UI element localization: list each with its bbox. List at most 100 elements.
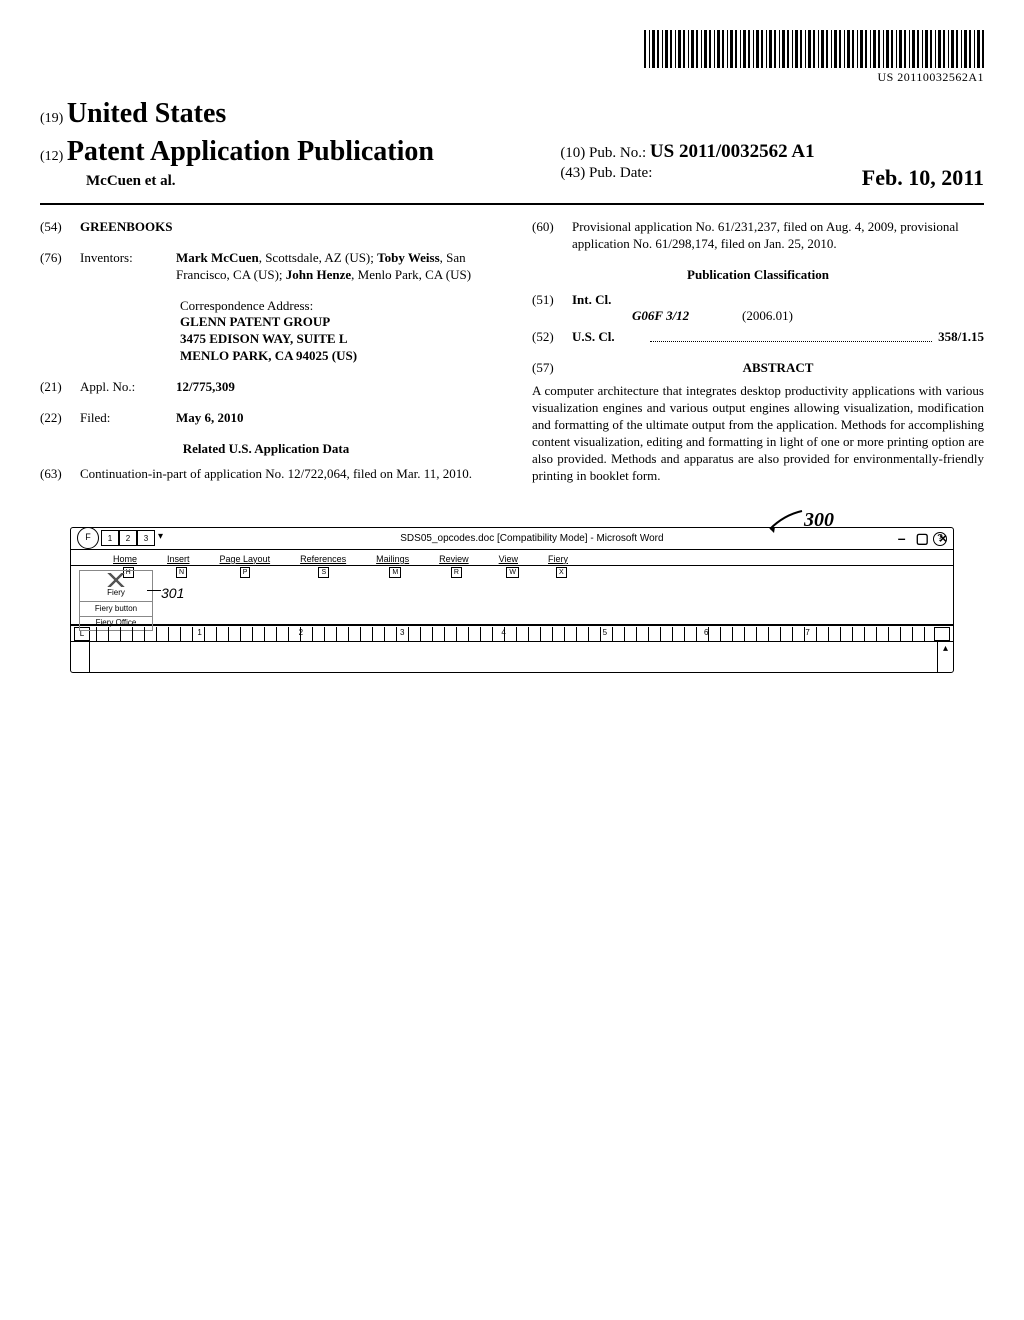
v-ruler[interactable] [74, 642, 90, 672]
field-label: Appl. No.: [80, 379, 176, 396]
qat-key: 2 [126, 534, 130, 544]
provisional-text: Provisional application No. 61/231,237, … [572, 219, 984, 253]
title: GREENBOOKS [80, 219, 492, 236]
dot-leader [650, 325, 932, 342]
ribbon-tab[interactable]: HomeH [113, 554, 137, 566]
qat-key: 3 [144, 534, 148, 544]
ribbon-tab[interactable]: ReviewR [439, 554, 469, 566]
rule-top [40, 203, 984, 205]
pub-no-line: (10) Pub. No.: US 2011/0032562 A1 [560, 140, 984, 165]
fiery-button-tooltip: Fiery button [80, 602, 152, 617]
intcl-label: Int. Cl. [572, 292, 632, 309]
authors: McCuen et al. [86, 172, 540, 192]
doc-type: Patent Application Publication [67, 136, 434, 167]
maximize-button[interactable]: ▢ [916, 529, 929, 547]
arrow-icon [764, 509, 804, 533]
ribbon-tab[interactable]: ViewW [499, 554, 518, 566]
figure: 300 F 1 2 3 ▾ SDS05_opcodes.doc [Compati… [40, 527, 984, 674]
entry-intcl: (51) Int. Cl. G06F 3/12 (2006.01) [532, 292, 984, 326]
ruler-tick-label: 5 [603, 628, 607, 638]
office-orb[interactable]: F [77, 527, 99, 549]
country: United States [67, 98, 226, 129]
ruler-tick-label: 2 [299, 628, 303, 638]
barcode-block: US 20110032562A1 [40, 30, 984, 86]
qat-button[interactable]: 1 [101, 530, 119, 546]
help-button[interactable]: ? [933, 532, 947, 546]
field-num: (51) [532, 292, 572, 326]
field-num: (57) [532, 360, 572, 377]
pre-doctype: (12) [40, 149, 63, 164]
pub-class-heading: Publication Classification [532, 267, 984, 284]
figure-ref: 300 [764, 507, 834, 533]
pub-no-label: (10) Pub. No.: [560, 145, 646, 161]
callout-301: 301 [161, 584, 184, 602]
ruler-tick-label: 1 [197, 628, 201, 638]
ruler-tick-label: 6 [704, 628, 708, 638]
biblio-columns: (54) GREENBOOKS (76) Inventors: Mark McC… [40, 219, 984, 497]
entry-inventors: (76) Inventors: Mark McCuen, Scottsdale,… [40, 250, 492, 284]
pub-date: Feb. 10, 2011 [862, 164, 984, 193]
barcode-image [644, 30, 984, 68]
ribbon-tab[interactable]: InsertN [167, 554, 190, 566]
field-num: (60) [532, 219, 572, 253]
header-left: (19) United States (12) Patent Applicati… [40, 96, 540, 193]
field-num: (63) [40, 466, 80, 483]
abstract-heading: ABSTRACT [572, 360, 984, 377]
entry-title: (54) GREENBOOKS [40, 219, 492, 236]
entry-provisional: (60) Provisional application No. 61/231,… [532, 219, 984, 253]
ruler-scale[interactable]: 1 2 3 4 5 6 7 [96, 627, 928, 641]
ribbon-tab[interactable]: MailingsM [376, 554, 409, 566]
fiery-button[interactable]: Fiery [80, 571, 152, 601]
entry-filed: (22) Filed: May 6, 2010 [40, 410, 492, 427]
barcode-number: US 20110032562A1 [877, 70, 984, 86]
ruler-tick-label: 3 [400, 628, 404, 638]
document-canvas[interactable] [90, 642, 937, 672]
figure-ref-label: 300 [804, 509, 834, 531]
country-line: (19) United States [40, 96, 540, 132]
qat-button[interactable]: 2 [119, 530, 137, 546]
inventors-value: Mark McCuen, Scottsdale, AZ (US); Toby W… [176, 250, 492, 284]
intcl-code: G06F 3/12 [632, 308, 742, 325]
entry-applno: (21) Appl. No.: 12/775,309 [40, 379, 492, 396]
header-right: (10) Pub. No.: US 2011/0032562 A1 (43) P… [560, 96, 984, 193]
ribbon-tab[interactable]: ReferencesS [300, 554, 346, 566]
entry-uscl: (52) U.S. Cl. 358/1.15 [532, 329, 984, 346]
callout-line [147, 590, 161, 591]
correspondence: Correspondence Address: GLENN PATENT GRO… [180, 298, 492, 366]
field-label: Inventors: [80, 250, 176, 284]
entry-abstract-head: (57) ABSTRACT [532, 360, 984, 377]
qat-more[interactable]: ▾ [155, 530, 166, 546]
cip-text: Continuation-in-part of application No. … [80, 466, 492, 483]
pre-country: (19) [40, 111, 63, 126]
uscl-label: U.S. Cl. [572, 329, 644, 346]
v-scrollbar[interactable]: ▴ [937, 642, 953, 672]
correspondence-line3: MENLO PARK, CA 94025 (US) [180, 348, 492, 365]
field-num: (76) [40, 250, 80, 284]
intcl-year: (2006.01) [742, 308, 984, 325]
filed-date: May 6, 2010 [176, 410, 244, 425]
scroll-up-icon: ▴ [943, 643, 948, 654]
uscl-value: 358/1.15 [938, 329, 984, 346]
document-area: ▴ [71, 642, 953, 672]
correspondence-line2: 3475 EDISON WAY, SUITE L [180, 331, 492, 348]
header: (19) United States (12) Patent Applicati… [40, 96, 984, 193]
correspondence-label: Correspondence Address: [180, 298, 492, 315]
fiery-icon-label: Fiery [107, 588, 125, 597]
ruler-tick-label: 7 [805, 628, 809, 638]
ribbon-body: Fiery Fiery button Fiery Office 301 [71, 566, 953, 626]
pub-date-line: (43) Pub. Date: Feb. 10, 2011 [560, 164, 984, 193]
field-num: (22) [40, 410, 80, 427]
qat-button[interactable]: 3 [137, 530, 155, 546]
field-num: (52) [532, 329, 572, 346]
ruler-end [934, 627, 950, 641]
ribbon-tab[interactable]: FieryX [548, 554, 568, 566]
related-heading: Related U.S. Application Data [40, 441, 492, 458]
qat-key: 1 [108, 534, 112, 544]
ruler-tick-label: 4 [501, 628, 505, 638]
ribbon-tabs: HomeH InsertN Page LayoutP ReferencesS Maili… [71, 550, 953, 567]
field-num: (21) [40, 379, 80, 396]
field-label: Filed: [80, 410, 176, 427]
right-column: (60) Provisional application No. 61/231,… [532, 219, 984, 497]
minimize-button[interactable]: – [898, 529, 906, 547]
ribbon-tab[interactable]: Page LayoutP [220, 554, 271, 566]
